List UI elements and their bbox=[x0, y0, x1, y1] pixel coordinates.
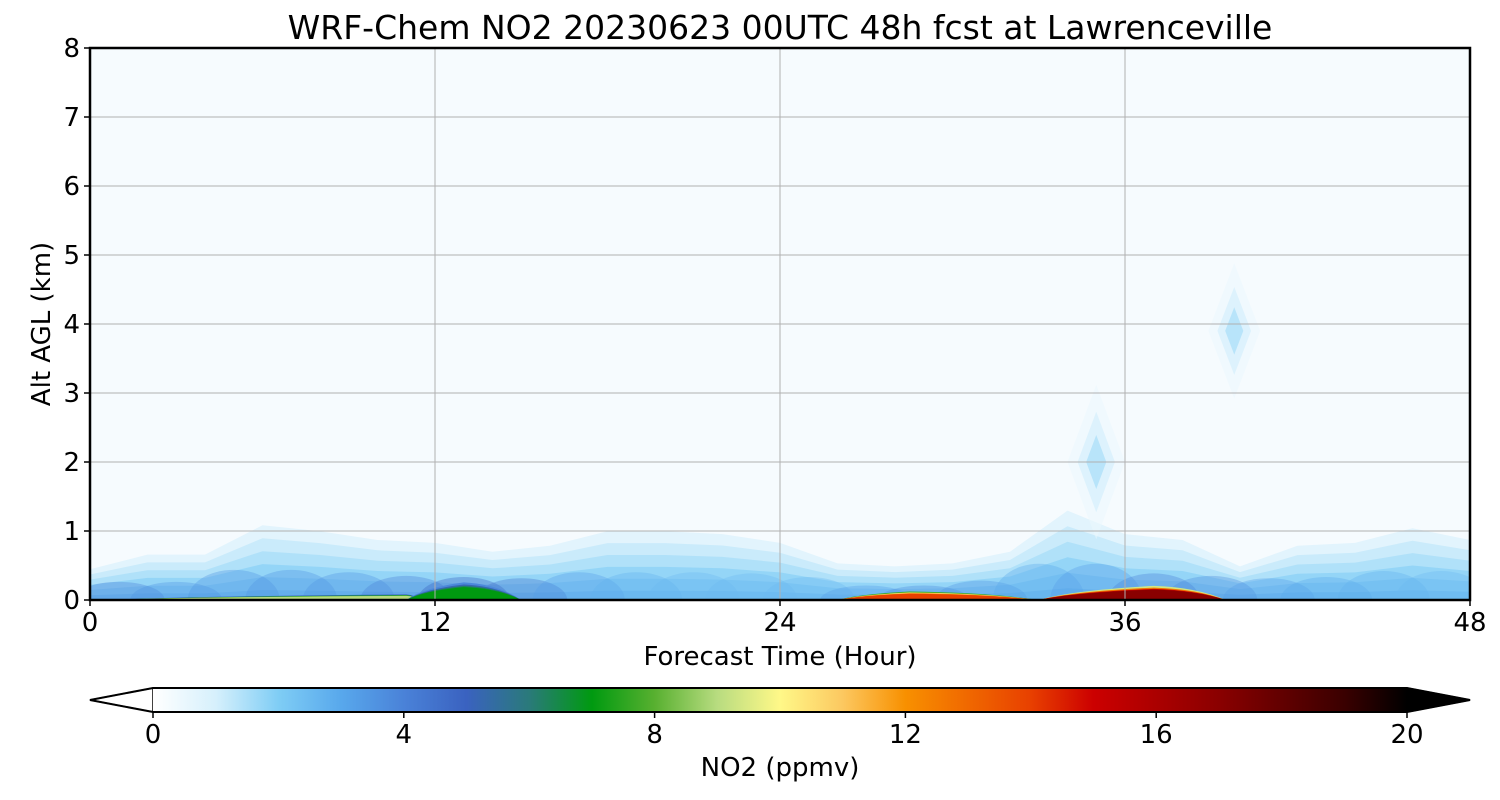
y-tick-label: 1 bbox=[63, 517, 80, 547]
y-tick-label: 0 bbox=[63, 586, 80, 616]
colorbar-tick-label: 12 bbox=[889, 720, 922, 750]
colorbar-label: NO2 (ppmv) bbox=[701, 753, 860, 783]
near-surface-core bbox=[245, 569, 338, 600]
near-surface-core bbox=[590, 572, 683, 600]
near-surface-core bbox=[130, 581, 223, 600]
x-tick-label: 12 bbox=[418, 608, 451, 638]
y-axis: 0 1 2 3 4 5 6 7 8 bbox=[63, 34, 90, 616]
colorbar: 0 4 8 12 16 20 NO2 (ppmv) bbox=[89, 687, 1471, 783]
y-tick-label: 8 bbox=[63, 34, 80, 64]
near-surface-core bbox=[1280, 577, 1373, 600]
surface-peak bbox=[837, 593, 1039, 600]
near-surface-core bbox=[1337, 571, 1430, 600]
colorbar-tick-label: 0 bbox=[145, 720, 162, 750]
y-tick-label: 3 bbox=[63, 379, 80, 409]
surface-peak bbox=[1038, 589, 1226, 600]
near-surface-core bbox=[992, 563, 1085, 600]
near-surface-core bbox=[187, 569, 280, 600]
near-surface-core bbox=[1395, 571, 1470, 600]
colorbar-tick-label: 20 bbox=[1390, 720, 1423, 750]
colorbar-extend-high bbox=[1406, 687, 1471, 713]
near-surface-core bbox=[90, 581, 165, 600]
elevated-plume bbox=[1225, 307, 1244, 355]
colorbar-tick-label: 4 bbox=[396, 720, 413, 750]
y-tick-label: 4 bbox=[63, 310, 80, 340]
y-tick-label: 2 bbox=[63, 448, 80, 478]
colorbar-tick-label: 8 bbox=[646, 720, 663, 750]
x-tick-label: 48 bbox=[1453, 608, 1486, 638]
colorbar-ticks: 0 4 8 12 16 20 bbox=[145, 712, 1424, 750]
colorbar-ramp bbox=[153, 688, 1407, 712]
near-surface-core bbox=[302, 572, 395, 600]
near-surface-core bbox=[1222, 578, 1315, 600]
plot-area bbox=[88, 46, 1472, 602]
x-tick-label: 24 bbox=[763, 608, 796, 638]
colorbar-extend-low bbox=[89, 687, 154, 713]
x-axis: 0 12 24 36 48 bbox=[82, 600, 1487, 638]
y-tick-label: 7 bbox=[63, 103, 80, 133]
y-tick-label: 6 bbox=[63, 172, 80, 202]
near-surface-core bbox=[762, 577, 855, 600]
x-axis-label: Forecast Time (Hour) bbox=[643, 642, 916, 672]
x-tick-label: 0 bbox=[82, 608, 99, 638]
colorbar-tick-label: 16 bbox=[1140, 720, 1173, 750]
y-axis-label: Alt AGL (km) bbox=[27, 242, 57, 406]
near-surface-core bbox=[705, 573, 798, 600]
x-tick-label: 36 bbox=[1108, 608, 1141, 638]
y-tick-label: 5 bbox=[63, 241, 80, 271]
chart-title: WRF-Chem NO2 20230623 00UTC 48h fcst at … bbox=[288, 8, 1273, 47]
near-surface-core bbox=[647, 572, 740, 600]
near-surface-core bbox=[532, 572, 625, 600]
